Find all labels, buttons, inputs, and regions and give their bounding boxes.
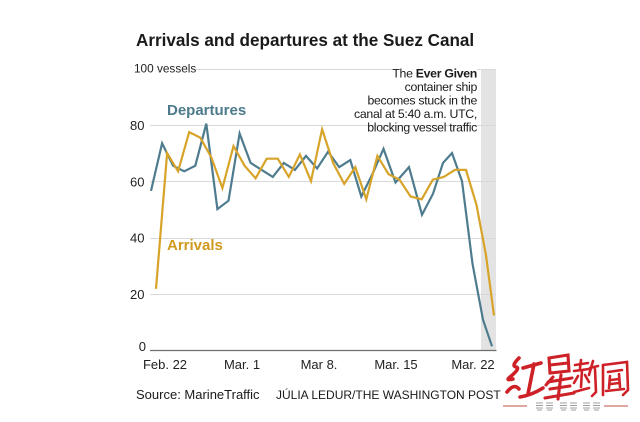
svg-text:Source: MarineTraffic: Source: MarineTraffic: [136, 387, 260, 402]
svg-text:Arrivals and departures at the: Arrivals and departures at the Suez Cana…: [136, 31, 474, 50]
svg-text:40: 40: [130, 231, 144, 246]
svg-text:Mar. 15: Mar. 15: [374, 357, 417, 372]
svg-text:Mar. 1: Mar. 1: [224, 357, 260, 372]
svg-text:blocking vessel traffic: blocking vessel traffic: [367, 121, 477, 135]
svg-text:100 vessels: 100 vessels: [134, 62, 196, 76]
svg-text:Feb. 22: Feb. 22: [143, 357, 187, 372]
svg-text:becomes stuck in the: becomes stuck in the: [367, 94, 477, 108]
svg-text:80: 80: [130, 118, 144, 133]
svg-text:Departures: Departures: [167, 102, 246, 119]
svg-text:60: 60: [130, 174, 144, 189]
svg-text:Arrivals: Arrivals: [167, 237, 223, 254]
svg-text:JÚLIA LEDUR/THE WASHINGTON POS: JÚLIA LEDUR/THE WASHINGTON POST: [276, 387, 501, 402]
svg-text:Mar. 22: Mar. 22: [451, 357, 494, 372]
svg-text:The Ever Given: The Ever Given: [392, 67, 477, 81]
svg-text:20: 20: [130, 287, 144, 302]
svg-text:Mar 8.: Mar 8.: [301, 357, 338, 372]
svg-text:canal at 5:40 a.m. UTC,: canal at 5:40 a.m. UTC,: [354, 107, 477, 121]
svg-text:0: 0: [139, 339, 146, 354]
svg-text:container ship: container ship: [405, 80, 478, 94]
